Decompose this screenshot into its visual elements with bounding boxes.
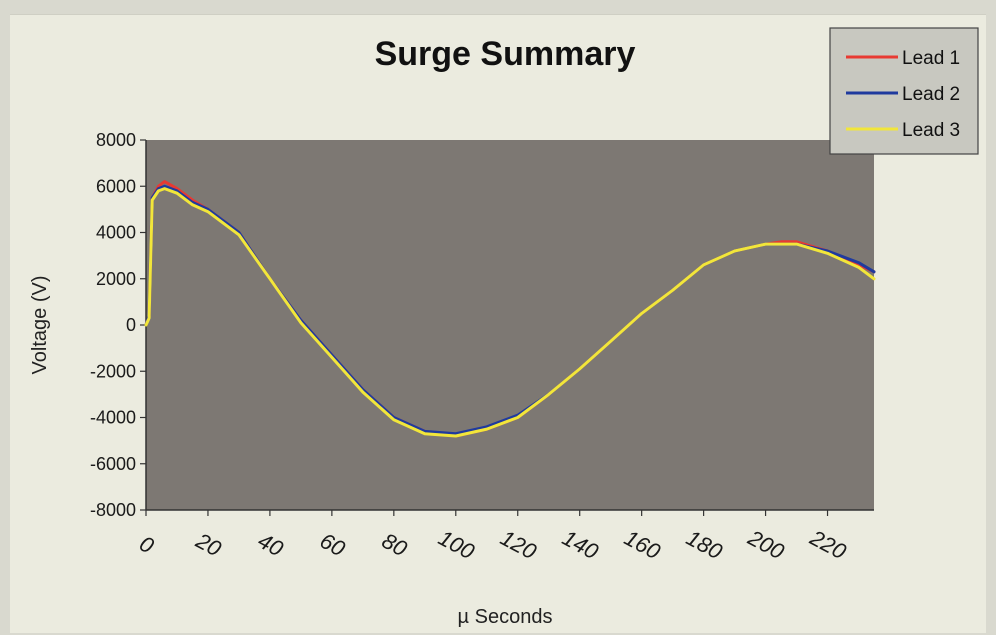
plot-area (146, 140, 874, 510)
y-tick-label: 6000 (96, 176, 136, 196)
x-tick-label: 180 (682, 525, 727, 565)
series-lines (144, 180, 876, 438)
legend-label-lead-1: Lead 1 (902, 48, 960, 69)
x-tick-label: 160 (620, 525, 665, 565)
x-tick-label: 100 (434, 525, 479, 565)
x-tick-label: 40 (254, 528, 288, 562)
y-tick-label: -2000 (90, 361, 136, 381)
y-tick-label: -6000 (90, 454, 136, 474)
legend-label-lead-3: Lead 3 (902, 120, 960, 141)
x-axis-label: µ Seconds (458, 606, 553, 628)
y-tick-label: 4000 (96, 223, 136, 243)
x-axis-ticks: 0 20 40 60 80 100 120 140 160 180 200 220 (135, 510, 851, 565)
x-tick-label: 120 (496, 525, 541, 565)
x-tick-label: 20 (191, 527, 226, 561)
y-axis-ticks: 8000 6000 4000 2000 0 -2000 -4000 -6000 -8000 (90, 130, 146, 520)
y-tick-label: -8000 (90, 500, 136, 520)
y-tick-label: 0 (126, 315, 136, 335)
chart-title: Surge Summary (375, 35, 636, 73)
y-axis-label: Voltage (V) (29, 276, 51, 375)
chart-card: Surge Summary 8000 6000 4000 2000 0 -2000 -400… (10, 14, 986, 633)
y-tick-label: 8000 (96, 130, 136, 150)
x-tick-label: 140 (558, 525, 603, 565)
x-tick-label: 60 (316, 528, 350, 562)
legend: Lead 1 Lead 2 Lead 3 (829, 27, 979, 155)
legend-label-lead-2: Lead 2 (902, 84, 960, 105)
y-tick-label: 2000 (96, 269, 136, 289)
x-tick-label: 80 (378, 528, 412, 562)
x-tick-label: 220 (805, 525, 851, 565)
surge-summary-chart: Surge Summary 80006000400020000-2000-400… (29, 27, 979, 628)
legend-box (829, 27, 979, 155)
x-tick-label: 0 (135, 531, 158, 559)
x-tick-label: 200 (743, 525, 789, 565)
y-tick-label: -4000 (90, 408, 136, 428)
series-line-lead-3 (144, 187, 876, 438)
